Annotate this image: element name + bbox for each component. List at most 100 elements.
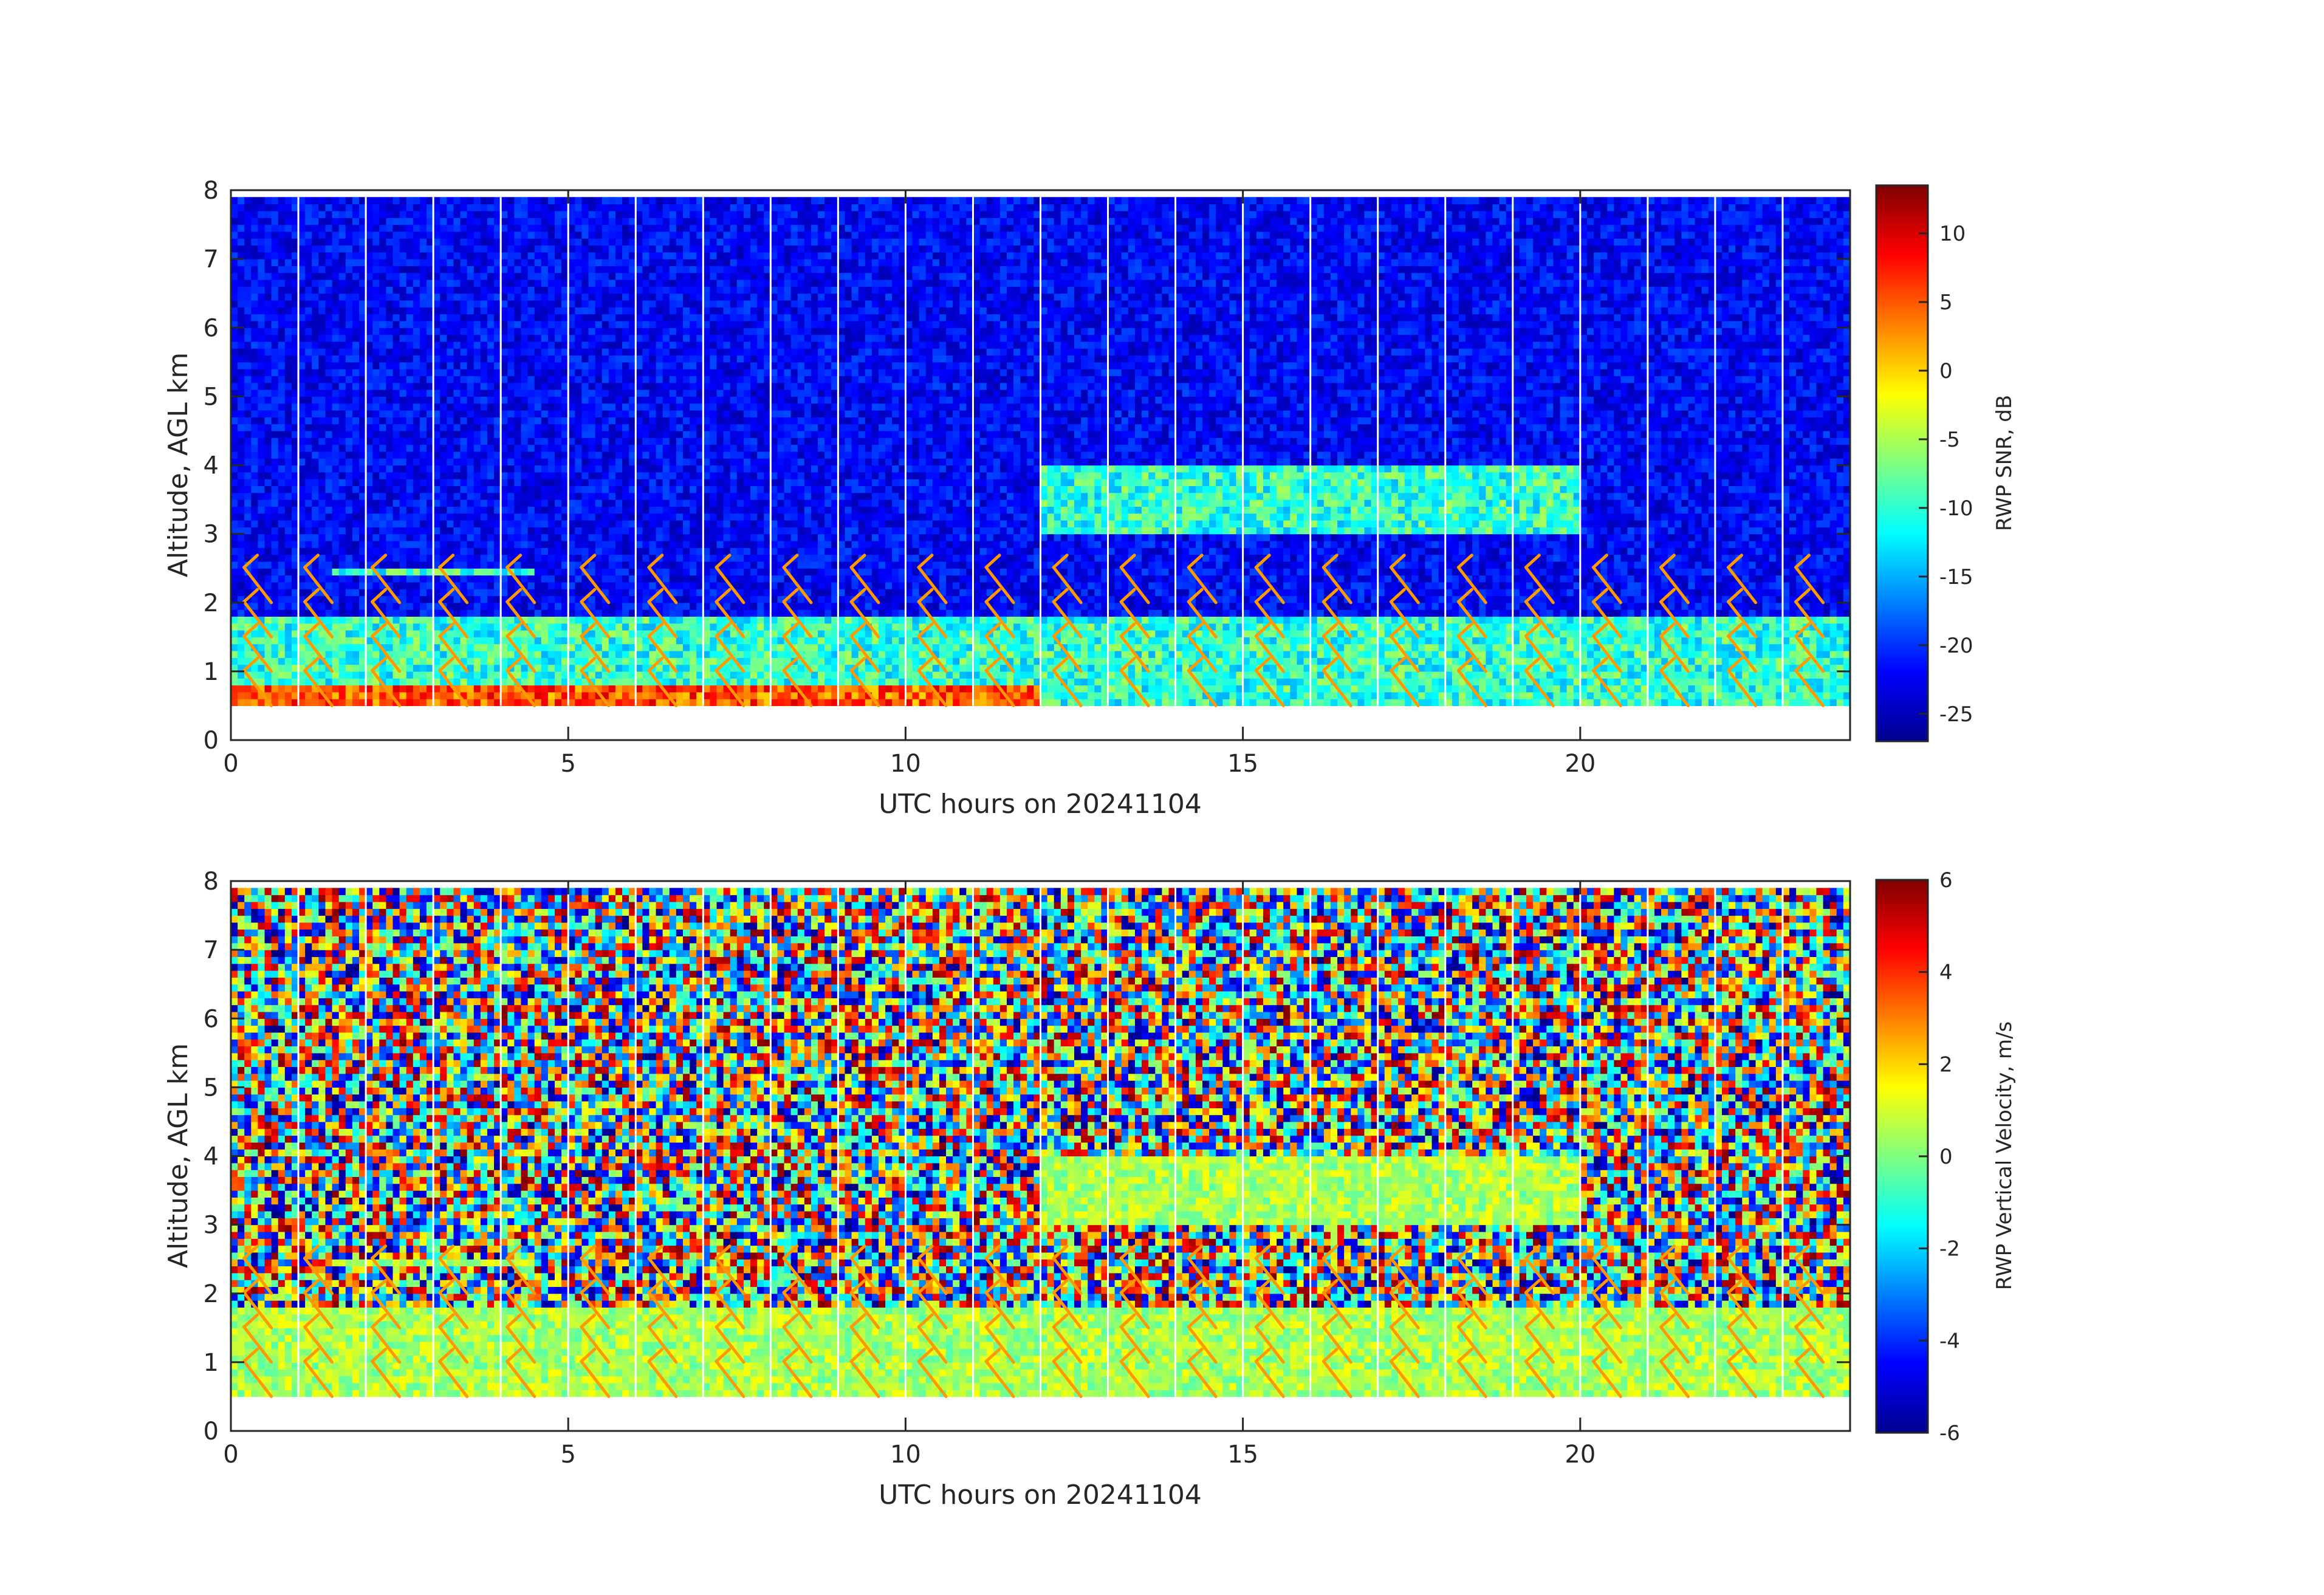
heatmap-cell: [386, 699, 393, 706]
heatmap-cell: [278, 403, 286, 411]
heatmap-cell: [453, 479, 461, 486]
heatmap-cell: [581, 376, 589, 383]
heatmap-cell: [372, 238, 380, 245]
heatmap-cell: [514, 355, 521, 363]
heatmap-cell: [541, 314, 549, 321]
heatmap-cell: [238, 197, 245, 204]
heatmap-cell: [379, 218, 386, 225]
heatmap-cell: [393, 609, 400, 617]
heatmap-cell: [487, 259, 495, 266]
heatmap-cell: [231, 547, 238, 555]
heatmap-cell: [272, 424, 279, 431]
heatmap-cell: [507, 232, 515, 239]
heatmap-cell: [379, 211, 386, 218]
heatmap-cell: [481, 692, 488, 699]
heatmap-cell: [589, 376, 596, 383]
heatmap-cell: [325, 259, 332, 266]
heatmap-cell: [413, 355, 420, 363]
heatmap-cell: [393, 341, 400, 349]
heatmap-cell: [636, 493, 643, 500]
heatmap-cell: [501, 644, 508, 651]
heatmap-cell: [352, 348, 360, 355]
heatmap-cell: [663, 479, 670, 486]
heatmap-cell: [238, 273, 245, 280]
heatmap-cell: [285, 534, 292, 541]
heatmap-cell: [346, 252, 353, 259]
heatmap-cell: [265, 259, 272, 266]
heatmap-cell: [602, 424, 609, 431]
heatmap-cell: [487, 389, 495, 397]
heatmap-cell: [521, 458, 528, 465]
heatmap-cell: [231, 561, 238, 569]
heatmap-cell: [609, 651, 616, 658]
heatmap-cell: [548, 273, 555, 280]
heatmap-cell: [258, 389, 265, 397]
heatmap-cell: [487, 335, 495, 342]
heatmap-cell: [238, 245, 245, 253]
heatmap-cell: [461, 644, 468, 651]
heatmap-cell: [615, 348, 623, 355]
heatmap-cell: [636, 417, 643, 424]
heatmap-cell: [622, 665, 629, 672]
heatmap-cell: [440, 348, 447, 355]
heatmap-cell: [366, 410, 373, 417]
heatmap-cell: [501, 403, 508, 411]
heatmap-cell: [474, 609, 481, 617]
heatmap-cell: [238, 431, 245, 438]
heatmap-cell: [346, 389, 353, 397]
heatmap-cell: [670, 499, 677, 507]
heatmap-cell: [379, 410, 386, 417]
heatmap-cell: [433, 273, 440, 280]
heatmap-cell: [258, 665, 265, 672]
heatmap-cell: [461, 424, 468, 431]
heatmap-cell: [622, 595, 629, 603]
heatmap-cell: [514, 266, 521, 273]
heatmap-cell: [609, 609, 616, 617]
heatmap-cell: [366, 259, 373, 266]
heatmap-cell: [440, 651, 447, 658]
heatmap-cell: [683, 582, 690, 589]
heatmap-cell: [528, 616, 535, 623]
heatmap-cell: [568, 472, 575, 479]
heatmap-cell: [346, 644, 353, 651]
heatmap-cell: [615, 321, 623, 328]
heatmap-cell: [420, 417, 427, 424]
heatmap-cell: [609, 211, 616, 218]
heatmap-cell: [507, 273, 515, 280]
heatmap-cell: [521, 451, 528, 459]
heatmap-cell: [325, 479, 332, 486]
heatmap-cell: [339, 616, 346, 623]
heatmap-cell: [352, 575, 360, 583]
heatmap-cell: [238, 589, 245, 596]
heatmap-cell: [258, 225, 265, 232]
heatmap-cell: [238, 232, 245, 239]
heatmap-cell: [406, 555, 414, 562]
heatmap-cell: [366, 651, 373, 658]
heatmap-cell: [474, 506, 481, 513]
heatmap-cell: [541, 616, 549, 623]
heatmap-cell: [346, 259, 353, 266]
heatmap-cell: [312, 245, 319, 253]
heatmap-cell: [548, 445, 555, 452]
heatmap-cell: [413, 341, 420, 349]
heatmap-cell: [339, 348, 346, 355]
heatmap-cell: [548, 335, 555, 342]
heatmap-cell: [400, 685, 407, 693]
heatmap-cell: [670, 273, 677, 280]
heatmap-cell: [258, 362, 265, 369]
heatmap-cell: [541, 204, 549, 211]
heatmap-cell: [265, 376, 272, 383]
heatmap-cell: [318, 293, 326, 301]
heatmap-cell: [555, 396, 562, 403]
heatmap-cell: [379, 259, 386, 266]
heatmap-cell: [548, 699, 555, 706]
heatmap-cell: [258, 417, 265, 424]
heatmap-cell: [393, 527, 400, 534]
heatmap-cell: [467, 362, 475, 369]
heatmap-cell: [521, 603, 528, 610]
heatmap-cell: [244, 376, 252, 383]
heatmap-cell: [656, 445, 663, 452]
heatmap-cell: [568, 555, 575, 562]
heatmap-cell: [346, 396, 353, 403]
heatmap-cell: [258, 211, 265, 218]
